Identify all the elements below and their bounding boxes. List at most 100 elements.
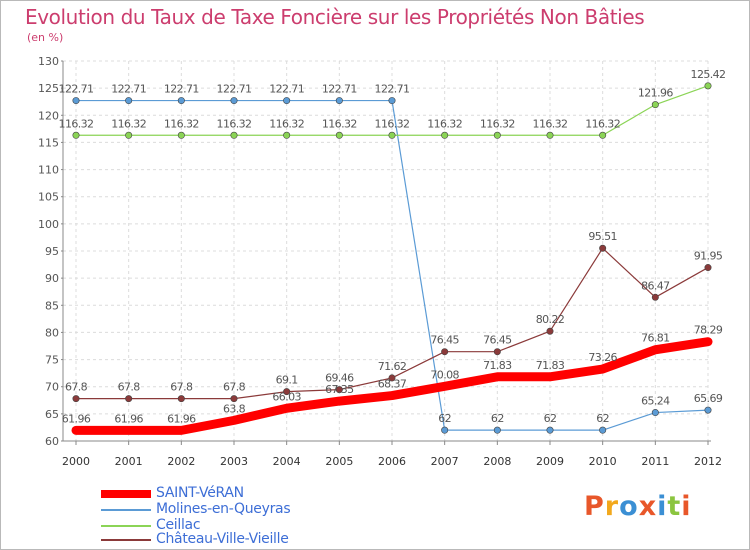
data-label: 70.08 <box>430 368 459 381</box>
data-label: 67.35 <box>325 383 354 396</box>
data-label: 61.96 <box>167 412 196 425</box>
data-point <box>283 388 291 396</box>
logo-letter: r <box>604 491 620 522</box>
data-point <box>546 426 554 434</box>
y-tick-label: 80 <box>45 326 59 339</box>
data-label: 116.32 <box>269 117 304 130</box>
data-label: 116.32 <box>480 117 515 130</box>
x-tick-label: 2008 <box>483 455 511 468</box>
data-label: 86.47 <box>641 279 670 292</box>
data-label: 65.69 <box>694 392 723 405</box>
y-tick-label: 125 <box>38 82 59 95</box>
data-point <box>283 97 291 105</box>
logo-letter: i <box>657 491 668 522</box>
data-label: 68.37 <box>378 378 407 391</box>
data-label: 95.51 <box>588 230 617 243</box>
y-tick-label: 130 <box>38 55 59 68</box>
y-tick-label: 65 <box>45 408 59 421</box>
data-label: 122.71 <box>322 83 357 96</box>
x-tick-label: 2007 <box>431 455 459 468</box>
data-label: 125.42 <box>691 68 726 81</box>
data-point <box>335 386 343 394</box>
data-label: 91.95 <box>694 250 723 263</box>
legend-label-ceillac: Ceillac <box>156 517 201 533</box>
data-point <box>599 131 607 139</box>
data-point <box>493 426 501 434</box>
x-tick-label: 2000 <box>62 455 90 468</box>
series-line <box>71 337 713 435</box>
y-tick-label: 70 <box>45 381 59 394</box>
x-tick-label: 2002 <box>167 455 195 468</box>
data-label: 116.32 <box>59 117 94 130</box>
data-label: 76.81 <box>641 332 670 345</box>
x-tick-label: 2010 <box>589 455 617 468</box>
logo-letter: t <box>667 491 682 522</box>
chart-unit: (en %) <box>27 31 64 44</box>
x-tick-label: 2001 <box>115 455 143 468</box>
data-label: 122.71 <box>375 83 410 96</box>
data-label: 80.22 <box>536 313 565 326</box>
data-label: 61.96 <box>114 412 143 425</box>
data-label: 122.71 <box>111 83 146 96</box>
data-label: 67.8 <box>65 381 88 394</box>
data-point <box>230 97 238 105</box>
data-label: 122.71 <box>59 83 94 96</box>
x-tick-label: 2009 <box>536 455 564 468</box>
data-point <box>125 97 133 105</box>
data-point <box>651 409 659 417</box>
data-label: 116.32 <box>375 117 410 130</box>
data-label: 116.32 <box>111 117 146 130</box>
data-label: 69.1 <box>276 374 298 387</box>
x-tick-label: 2004 <box>273 455 301 468</box>
data-label: 122.71 <box>269 83 304 96</box>
data-point <box>177 131 185 139</box>
data-label: 71.62 <box>378 360 407 373</box>
data-label: 69.46 <box>325 372 354 385</box>
data-label: 78.29 <box>694 324 723 337</box>
data-point <box>546 327 554 335</box>
data-point <box>177 395 185 403</box>
data-label: 62 <box>596 412 609 425</box>
data-point <box>651 293 659 301</box>
data-point <box>704 406 712 414</box>
y-tick-label: 115 <box>38 136 59 149</box>
legend-swatch-molines <box>101 509 151 511</box>
data-point <box>599 244 607 252</box>
x-tick-label: 2003 <box>220 455 248 468</box>
data-label: 67.8 <box>223 381 246 394</box>
data-point <box>72 97 80 105</box>
data-point <box>599 426 607 434</box>
data-label: 71.83 <box>483 359 512 372</box>
legend-label-saint-veran: SAINT-VéRAN <box>156 485 244 501</box>
logo-letter: i <box>681 491 692 522</box>
data-point <box>493 131 501 139</box>
legend-swatch-ceillac <box>101 525 151 527</box>
data-label: 116.32 <box>427 117 462 130</box>
data-label: 116.32 <box>585 117 620 130</box>
data-label: 76.45 <box>430 334 459 347</box>
y-tick-label: 90 <box>45 272 59 285</box>
data-point <box>230 395 238 403</box>
logo-letter: P <box>584 491 605 522</box>
data-label: 121.96 <box>638 87 673 100</box>
y-tick-label: 100 <box>38 218 59 231</box>
y-tick-label: 85 <box>45 299 59 312</box>
data-point <box>704 264 712 272</box>
data-point <box>72 395 80 403</box>
data-label: 66.03 <box>272 390 301 403</box>
x-tick-label: 2005 <box>325 455 353 468</box>
data-point <box>72 131 80 139</box>
data-label: 76.45 <box>483 334 512 347</box>
data-label: 122.71 <box>164 83 199 96</box>
legend-label-chateau-ville-vieille: Château-Ville-Vieille <box>156 531 289 547</box>
data-label: 73.26 <box>588 351 617 364</box>
data-point <box>125 395 133 403</box>
legend-label-molines: Molines-en-Queyras <box>156 501 291 517</box>
data-point <box>388 374 396 382</box>
data-point <box>335 97 343 105</box>
legend-swatch-chateau-ville-vieille <box>101 539 151 541</box>
y-tick-label: 75 <box>45 354 59 367</box>
data-point <box>388 97 396 105</box>
